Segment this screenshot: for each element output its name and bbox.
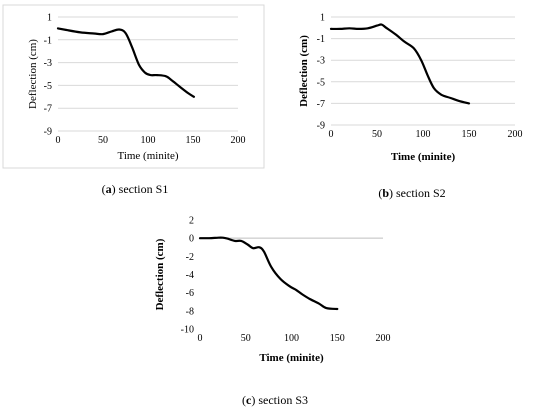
x-axis-label: Time (minite) bbox=[117, 150, 178, 162]
y-tick-label: -7 bbox=[317, 99, 325, 110]
x-tick-label: 100 bbox=[284, 333, 299, 344]
y-tick-label: -1 bbox=[317, 34, 325, 45]
y-tick-label: -3 bbox=[44, 58, 52, 69]
chart-panel-a: 1 -1 -3 -5 -7 -9 0 50 100 150 200 Time (minite) Defl… bbox=[2, 4, 265, 196]
y-tick-label: -8 bbox=[186, 306, 194, 317]
caption-paren-open: ( bbox=[378, 186, 382, 200]
y-axis-label: Deflection (cm) bbox=[154, 238, 166, 310]
x-tick-label: 100 bbox=[141, 135, 156, 146]
x-tick-label: 50 bbox=[241, 333, 251, 344]
y-tick-label: 1 bbox=[320, 13, 325, 24]
y-tick-label: -5 bbox=[317, 77, 325, 88]
y-tick-label: -10 bbox=[181, 325, 194, 336]
y-axis-label: Deflection (cm) bbox=[298, 35, 310, 107]
caption-text: ) section S2 bbox=[389, 186, 446, 200]
deflection-line-c bbox=[198, 236, 339, 311]
caption-letter: b bbox=[382, 186, 389, 200]
y-tick-label: -5 bbox=[44, 81, 52, 92]
deflection-line-a bbox=[56, 27, 195, 98]
x-tick-label: 150 bbox=[186, 135, 201, 146]
caption-paren-open: ( bbox=[102, 182, 106, 196]
y-tick-label: -7 bbox=[44, 104, 52, 115]
y-tick-label: -2 bbox=[186, 252, 194, 263]
panel-frame bbox=[2, 4, 265, 169]
caption-paren-open: ( bbox=[242, 393, 246, 407]
x-tick-label: 50 bbox=[372, 129, 382, 140]
chart-panel-b: 1 -1 -3 -5 -7 -9 0 50 100 150 200 Time (minite) Defl… bbox=[298, 13, 523, 201]
panel-caption: (a) section S1 bbox=[102, 182, 169, 196]
y-tick-label: 2 bbox=[189, 216, 194, 227]
y-tick-label: 0 bbox=[189, 234, 194, 245]
y-tick-label: -9 bbox=[317, 121, 325, 132]
chart-panel-c: 2 0 -2 -4 -6 -8 -10 0 50 100 150 200 Time (minite) De… bbox=[154, 216, 391, 408]
x-tick-label: 200 bbox=[376, 333, 391, 344]
panel-caption: (b) section S2 bbox=[378, 186, 445, 200]
deflection-line-b bbox=[329, 23, 471, 105]
x-axis-label: Time (minite) bbox=[391, 151, 456, 163]
x-tick-label: 150 bbox=[462, 129, 477, 140]
caption-text: ) section S3 bbox=[251, 393, 308, 407]
x-tick-label: 100 bbox=[416, 129, 431, 140]
x-tick-label: 200 bbox=[508, 129, 523, 140]
x-tick-label: 150 bbox=[330, 333, 345, 344]
y-tick-label: -6 bbox=[186, 288, 194, 299]
y-tick-label: -4 bbox=[186, 270, 194, 281]
x-tick-label: 0 bbox=[198, 333, 203, 344]
panel-caption: (c) section S3 bbox=[242, 393, 308, 407]
x-tick-label: 50 bbox=[98, 135, 108, 146]
caption-letter: a bbox=[106, 182, 112, 196]
x-tick-label: 200 bbox=[231, 135, 246, 146]
y-tick-label: -3 bbox=[317, 56, 325, 67]
caption-text: ) section S1 bbox=[112, 182, 169, 196]
y-tick-label: -1 bbox=[44, 35, 52, 46]
y-axis-label: Deflection (cm) bbox=[27, 39, 39, 109]
x-axis-label: Time (minite) bbox=[259, 352, 324, 364]
y-tick-label: 1 bbox=[47, 13, 52, 24]
y-tick-label: -9 bbox=[44, 127, 52, 138]
x-tick-label: 0 bbox=[329, 129, 334, 140]
x-tick-label: 0 bbox=[56, 135, 61, 146]
caption-letter: c bbox=[246, 393, 252, 407]
